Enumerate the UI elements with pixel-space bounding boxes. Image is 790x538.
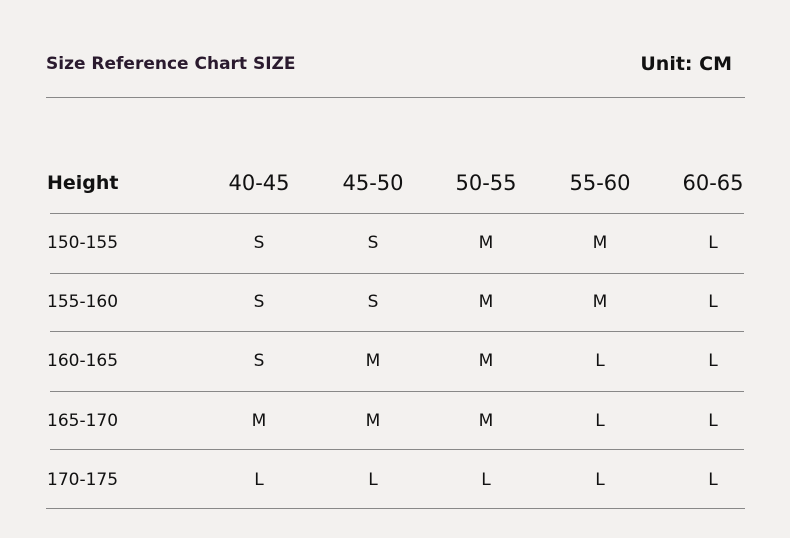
size-cell: L <box>595 411 605 431</box>
size-cell: L <box>708 411 718 431</box>
divider <box>46 97 745 98</box>
size-cell: M <box>365 411 381 431</box>
column-header: 45-50 <box>342 171 404 195</box>
size-cell: L <box>595 351 605 371</box>
row-header: 160-165 <box>47 351 119 371</box>
size-cell: M <box>478 351 494 371</box>
size-cell: M <box>478 292 494 312</box>
size-cell: M <box>592 292 608 312</box>
size-cell: L <box>254 470 264 490</box>
size-cell: L <box>368 470 378 490</box>
size-cell: L <box>708 292 718 312</box>
size-cell: L <box>708 233 718 253</box>
row-divider <box>50 213 744 214</box>
column-header: Height <box>47 172 119 194</box>
row-divider <box>50 331 744 332</box>
unit: Unit: CM <box>640 53 732 75</box>
column-header: 50-55 <box>455 171 517 195</box>
size-cell: M <box>478 233 494 253</box>
size-cell: L <box>708 470 718 490</box>
row-divider <box>50 449 744 450</box>
column-header: 40-45 <box>228 171 290 195</box>
size-cell: S <box>253 292 265 312</box>
row-divider <box>46 508 745 509</box>
row-header: 150-155 <box>47 233 119 253</box>
column-header: 60-65 <box>682 171 744 195</box>
row-divider <box>50 273 744 274</box>
size-cell: L <box>595 470 605 490</box>
row-header: 155-160 <box>47 292 119 312</box>
size-cell: S <box>367 292 379 312</box>
row-header: 165-170 <box>47 411 119 431</box>
title: Size Reference Chart SIZE <box>46 54 296 74</box>
size-cell: S <box>253 233 265 253</box>
size-cell: S <box>253 351 265 371</box>
row-divider <box>50 391 744 392</box>
column-header: 55-60 <box>569 171 631 195</box>
size-cell: M <box>365 351 381 371</box>
size-cell: M <box>592 233 608 253</box>
row-header: 170-175 <box>47 470 119 490</box>
size-cell: M <box>478 411 494 431</box>
size-cell: L <box>708 351 718 371</box>
size-cell: M <box>251 411 267 431</box>
size-cell: L <box>481 470 491 490</box>
size-cell: S <box>367 233 379 253</box>
